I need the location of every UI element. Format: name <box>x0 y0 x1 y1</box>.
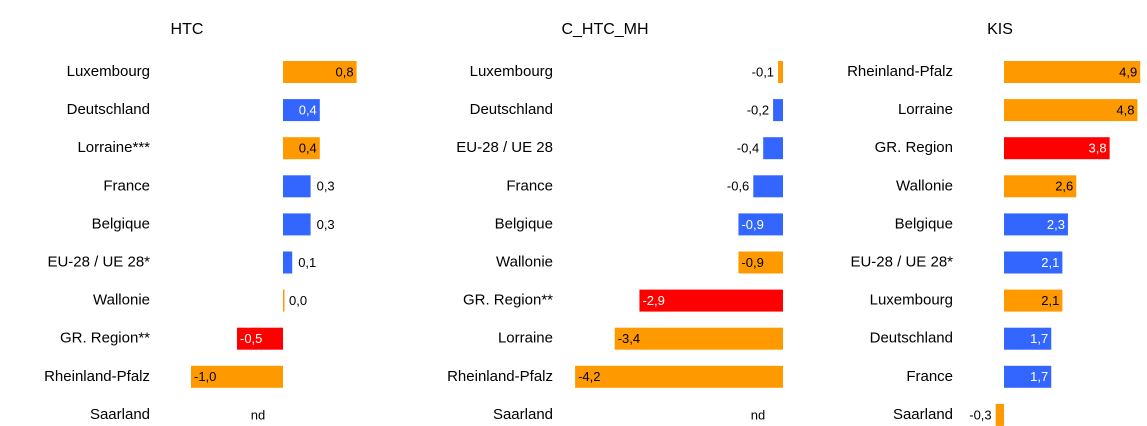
value-label: 0,4 <box>299 141 317 156</box>
bar <box>191 365 283 388</box>
category-label: Belgique <box>895 215 953 232</box>
category-label: Belgique <box>495 215 553 232</box>
value-label: -0,4 <box>737 141 759 156</box>
value-label: 2,6 <box>1055 179 1073 194</box>
value-label: nd <box>251 407 265 422</box>
value-label: 3,8 <box>1089 141 1107 156</box>
category-label: France <box>103 177 150 194</box>
bar <box>1004 99 1138 122</box>
category-label: Belgique <box>92 215 150 232</box>
value-label: 0,0 <box>289 293 307 308</box>
bar <box>753 175 783 198</box>
panel-title: HTC <box>171 21 204 38</box>
bar <box>575 365 783 388</box>
category-label: Rheinland-Pfalz <box>44 368 150 385</box>
value-label: 2,3 <box>1047 217 1065 232</box>
category-label: EU-28 / UE 28* <box>47 253 150 270</box>
bar <box>1004 137 1110 160</box>
category-label: Rheinland-Pfalz <box>447 368 553 385</box>
category-label: EU-28 / UE 28 <box>456 139 553 156</box>
value-label: 1,7 <box>1030 331 1048 346</box>
category-label: Luxembourg <box>67 63 150 80</box>
category-label: EU-28 / UE 28* <box>850 253 953 270</box>
value-label: -0,2 <box>747 103 769 118</box>
category-label: Saarland <box>90 406 150 423</box>
bar <box>283 99 320 122</box>
bar <box>639 289 783 312</box>
value-label: -0,1 <box>752 64 774 79</box>
category-label: Deutschland <box>870 330 953 347</box>
value-label: -0,9 <box>741 217 763 232</box>
bar <box>1004 175 1077 198</box>
category-label: France <box>506 177 553 194</box>
bar <box>778 61 783 83</box>
category-label: Deutschland <box>67 101 150 118</box>
category-label: Wallonie <box>496 253 553 270</box>
category-label: Saarland <box>893 406 953 423</box>
value-label: -0,9 <box>741 255 763 270</box>
value-label: 0,4 <box>299 103 317 118</box>
category-label: GR. Region** <box>463 292 553 309</box>
value-label: 0,3 <box>317 179 335 194</box>
bar <box>283 175 311 198</box>
value-label: 4,8 <box>1116 103 1134 118</box>
category-label: Wallonie <box>93 292 150 309</box>
bar <box>1004 327 1052 350</box>
bar <box>283 251 293 274</box>
category-label: Lorraine*** <box>77 139 150 156</box>
bar <box>237 327 283 350</box>
bar <box>995 403 1004 426</box>
bar <box>283 61 357 83</box>
bar <box>1004 289 1063 312</box>
category-label: Wallonie <box>896 177 953 194</box>
bar <box>763 137 783 160</box>
bar <box>1004 251 1063 274</box>
category-label: Deutschland <box>470 101 553 118</box>
panel-title: KIS <box>987 21 1013 38</box>
value-label: -3,4 <box>618 331 640 346</box>
bar <box>283 137 320 160</box>
value-label: -2,9 <box>642 293 664 308</box>
value-label: 0,8 <box>336 64 354 79</box>
category-label: Saarland <box>493 406 553 423</box>
category-label: Luxembourg <box>470 63 553 80</box>
bar <box>283 289 285 312</box>
value-label: -4,2 <box>578 369 600 384</box>
category-label: Lorraine <box>898 101 953 118</box>
value-label: 0,1 <box>298 255 316 270</box>
category-label: GR. Region** <box>60 330 150 347</box>
bar <box>738 213 783 236</box>
category-label: GR. Region <box>875 139 953 156</box>
value-label: 1,7 <box>1030 369 1048 384</box>
value-label: -0,5 <box>240 331 262 346</box>
value-label: -1,0 <box>194 369 216 384</box>
bar <box>773 99 783 122</box>
bar <box>1004 365 1052 388</box>
category-label: Lorraine <box>498 330 553 347</box>
value-label: 2,1 <box>1041 293 1059 308</box>
bar <box>1004 61 1141 83</box>
bar <box>283 213 311 236</box>
category-label: Rheinland-Pfalz <box>847 63 953 80</box>
value-label: -0,6 <box>727 179 749 194</box>
panel-title: C_HTC_MH <box>561 21 648 38</box>
value-label: nd <box>751 407 765 422</box>
value-label: -0,3 <box>969 407 991 422</box>
category-label: France <box>906 368 953 385</box>
value-label: 0,3 <box>317 217 335 232</box>
category-label: Luxembourg <box>870 292 953 309</box>
bar <box>614 327 783 350</box>
value-label: 4,9 <box>1119 64 1137 79</box>
bar <box>1004 213 1068 236</box>
value-label: 2,1 <box>1041 255 1059 270</box>
bar <box>738 251 783 274</box>
